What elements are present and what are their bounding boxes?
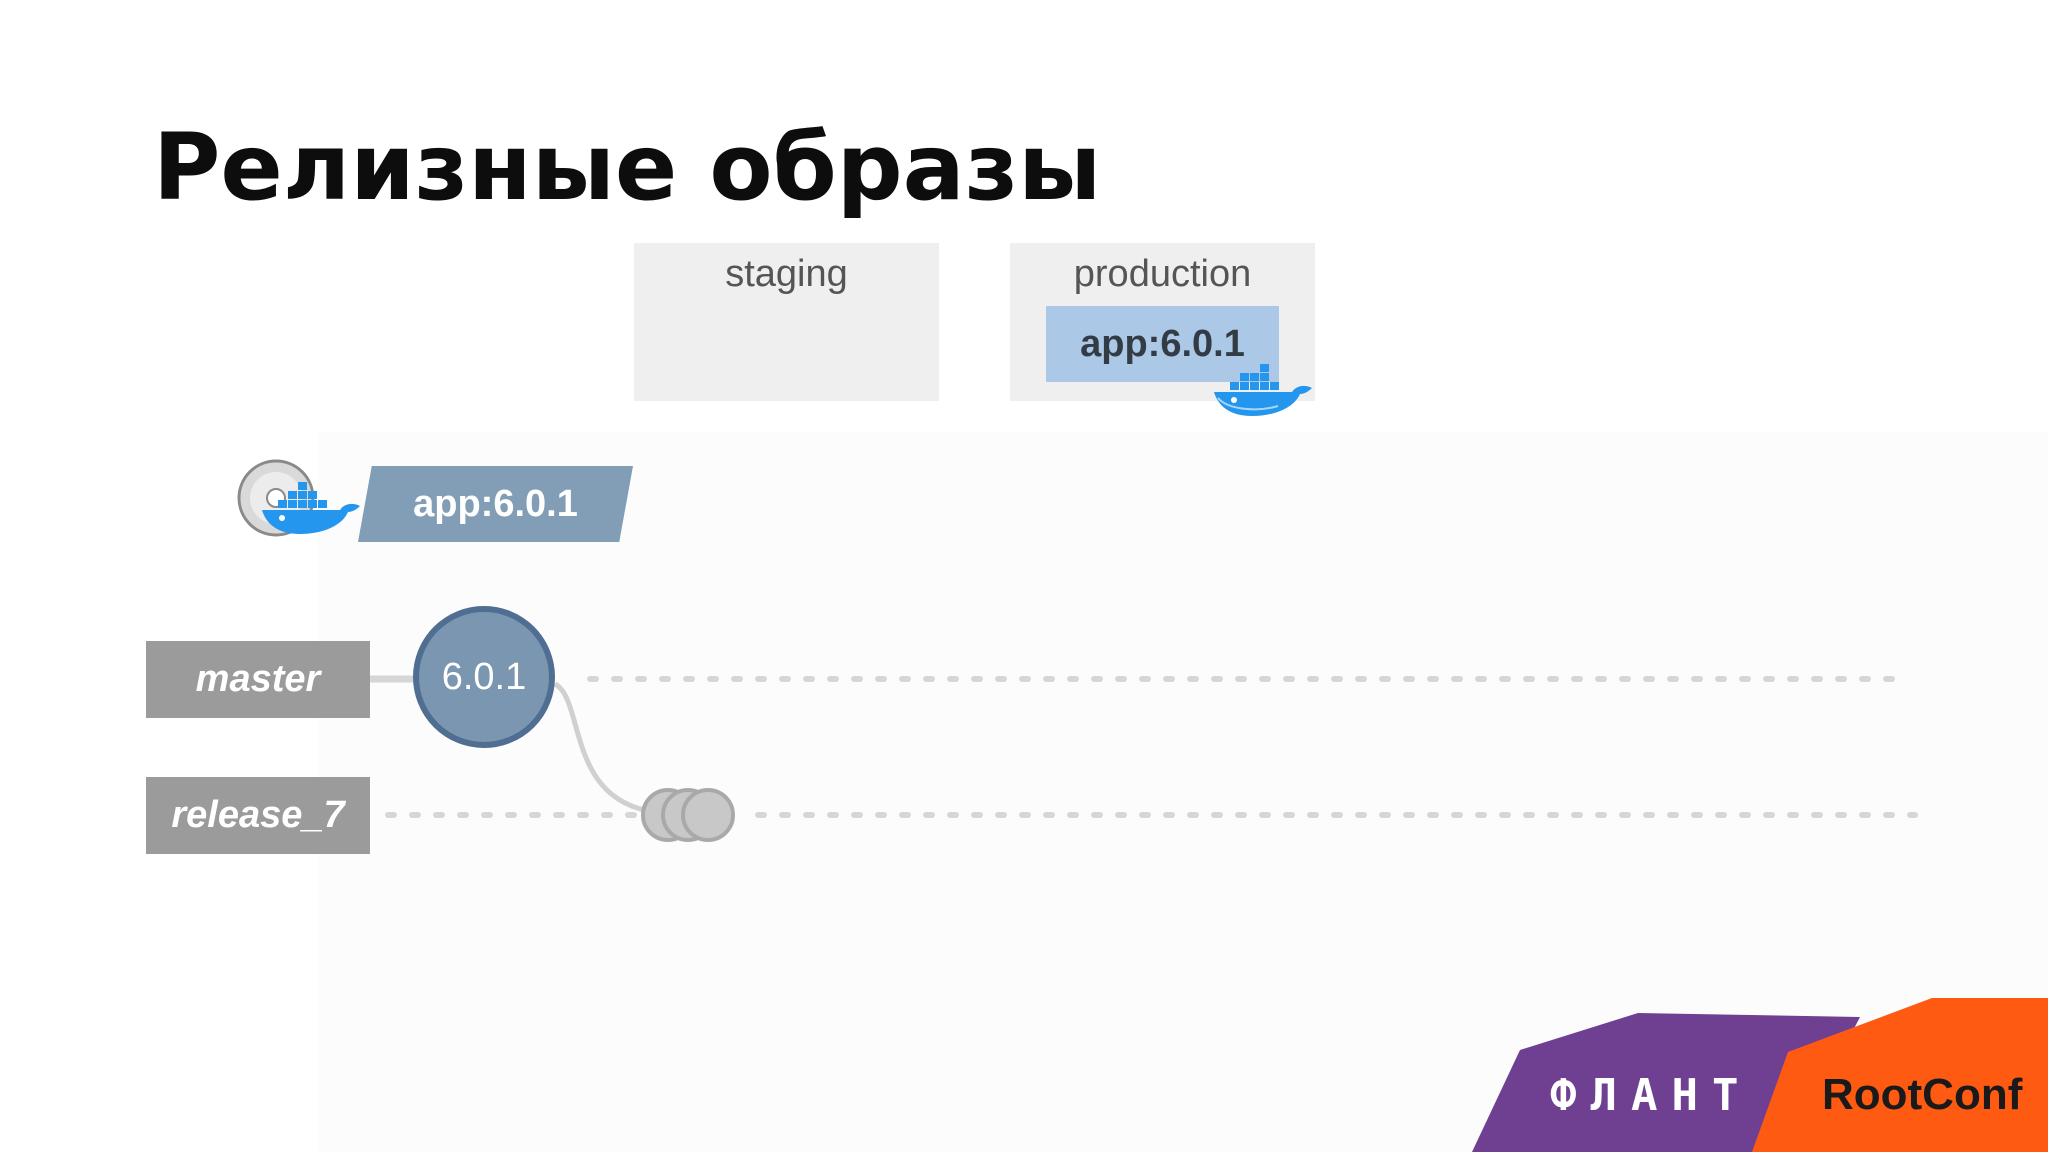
deployed-image-production: app:6.0.1 [1046,306,1279,382]
image-tag-banner: app:6.0.1 [358,466,633,542]
docker-whale-icon [1214,364,1312,416]
flant-badge [1472,1013,1860,1152]
branch-label-release: release_7 [146,777,370,854]
flant-logo-text: ФЛАНТ [1550,1070,1753,1121]
rootconf-logo-text: RootConf [1822,1070,2023,1119]
env-production-label: production [1073,253,1252,295]
slide-title: Релизные образы [153,114,1102,221]
release-tag-node: 6.0.1 [413,606,555,748]
env-staging: staging [634,243,939,401]
docker-whale-icon [262,482,360,534]
branch-label-master: master [146,641,370,718]
env-staging-label: staging [725,253,848,295]
rootconf-badge [1752,998,2048,1152]
